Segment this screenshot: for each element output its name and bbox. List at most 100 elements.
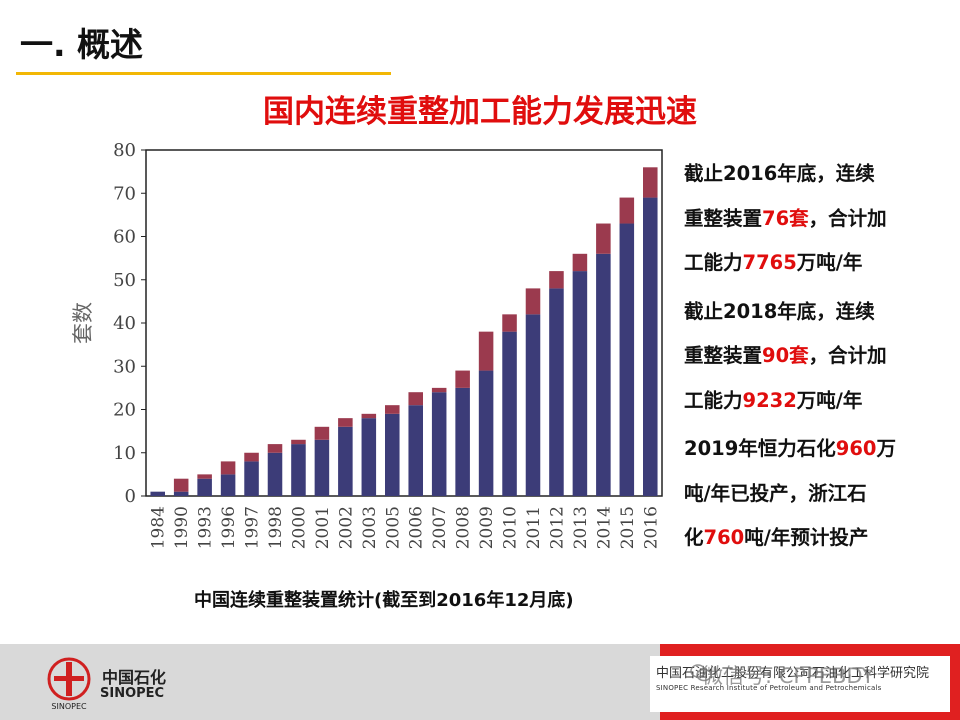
wechat-icon — [690, 664, 712, 682]
notes-panel: 截止2016年底，连续 重整装置76套，合计加 工能力7765万吨/年 截止20… — [684, 152, 952, 561]
bar-segment-top — [408, 392, 423, 406]
bar-segment-base — [455, 387, 470, 496]
x-tick-label: 1997 — [243, 506, 263, 549]
y-tick-label: 60 — [113, 227, 136, 248]
x-tick-label: 2013 — [571, 506, 591, 549]
bar-segment-top — [314, 426, 330, 440]
bar-segment-top — [361, 413, 377, 419]
bar-segment-base — [220, 474, 236, 496]
bar-segment-base — [619, 223, 635, 496]
bar-segment-base — [502, 331, 517, 496]
bar-segment-top — [267, 444, 283, 453]
institute-name-en: SINOPEC Research Institute of Petroleum … — [656, 684, 882, 692]
logo-text-cn: 中国石化 — [102, 668, 167, 687]
bar-segment-base — [150, 491, 165, 496]
y-axis-label: 套数 — [71, 302, 95, 344]
bar-segment-top — [455, 370, 470, 388]
note1-line1: 截止2016年底，连续 — [684, 162, 875, 185]
x-tick-label: 2011 — [524, 506, 544, 549]
chart-caption: 中国连续重整装置统计(截至到2016年12月底) — [194, 590, 574, 611]
bar-segment-base — [385, 413, 400, 496]
x-tick-label: 2008 — [454, 506, 474, 549]
note2-line3: 工能力9232万吨/年 — [684, 388, 863, 412]
bar-segment-top — [549, 271, 564, 289]
note2-line1: 截止2018年底，连续 — [684, 299, 875, 323]
y-tick-label: 40 — [113, 313, 136, 334]
note2-capacity: 9232 — [742, 388, 797, 412]
note3-line2: 吨/年已投产，浙江石 — [684, 481, 867, 505]
bar-segment-base — [525, 314, 541, 496]
y-tick-label: 10 — [113, 443, 136, 464]
x-tick-label: 2007 — [430, 506, 450, 549]
x-tick-label: 2016 — [641, 506, 661, 549]
y-tick-label: 0 — [125, 486, 136, 507]
bar-segment-top — [596, 223, 611, 254]
bar-segment-base — [244, 461, 259, 496]
bar-segment-base — [267, 452, 283, 496]
bar-segment-base — [361, 418, 377, 496]
bar-segment-top — [619, 197, 635, 224]
bar-segment-base — [408, 405, 423, 496]
x-tick-label: 2010 — [501, 506, 521, 549]
y-tick-label: 50 — [113, 270, 136, 291]
bar-segment-base — [173, 491, 189, 496]
y-tick-label: 20 — [113, 400, 136, 421]
y-tick-label: 70 — [113, 183, 136, 204]
x-tick-label: 1993 — [196, 506, 216, 549]
x-tick-label: 2000 — [289, 506, 309, 549]
bar-segment-base — [291, 444, 306, 496]
bar-segment-base — [596, 253, 611, 496]
x-tick-label: 1984 — [149, 506, 169, 549]
bar-segment-base — [431, 392, 447, 496]
x-tick-label: 2001 — [313, 506, 333, 549]
note2-line2: 重整装置90套，合计加 — [684, 344, 887, 367]
note1-count: 76套 — [762, 206, 809, 230]
bar-segment-top — [478, 331, 494, 371]
note1-capacity: 7765 — [742, 251, 797, 274]
note2-count: 90套 — [762, 344, 809, 367]
bar-segment-base — [643, 197, 658, 496]
x-tick-label: 2015 — [618, 506, 638, 549]
x-tick-label: 2012 — [547, 506, 567, 549]
logo-mark-text: SINOPEC — [51, 702, 87, 711]
bar-segment-top — [572, 253, 588, 272]
bar-segment-base — [314, 439, 330, 496]
slide-title: 国内连续重整加工能力发展迅速 — [263, 94, 697, 130]
bar-segment-top — [643, 167, 658, 198]
bar-segment-top — [173, 478, 189, 492]
sinopec-logo-icon: SINOPEC — [47, 657, 91, 711]
bar-segment-top — [244, 452, 259, 462]
x-tick-label: 2014 — [594, 506, 614, 549]
bar-segment-top — [525, 288, 541, 315]
bar-segment-base — [549, 288, 564, 496]
section-title: 一. 概述 — [20, 25, 144, 64]
bar-segment-base — [572, 271, 588, 496]
title-underline — [16, 72, 391, 75]
note3-hengli: 960 — [835, 437, 877, 460]
x-tick-label: 1998 — [266, 506, 286, 549]
x-tick-label: 2002 — [336, 506, 356, 549]
note3-line1: 2019年恒力石化960万 — [684, 437, 897, 460]
note3-line3: 化760吨/年预计投产 — [684, 526, 869, 549]
bar-segment-base — [338, 426, 353, 496]
note3-zhejiang: 760 — [703, 526, 745, 549]
x-tick-label: 2009 — [477, 506, 497, 549]
bar-segment-top — [220, 461, 236, 475]
bar-segment-base — [197, 478, 212, 496]
watermark-text: 微信号: CPPEBDY — [702, 664, 875, 688]
logo-text-en: SINOPEC — [100, 686, 165, 701]
bar-segment-top — [338, 418, 353, 427]
x-tick-label: 2005 — [383, 506, 403, 549]
bar-segment-top — [197, 474, 212, 479]
x-tick-label: 2003 — [360, 506, 380, 549]
bar-segment-top — [502, 314, 517, 332]
stacked-bar-chart: 0 10 20 30 40 50 60 70 80 套数 1984 1990 1993 1996 1997 1… — [71, 140, 663, 549]
bar-segment-top — [291, 439, 306, 445]
bar-segment-top — [385, 405, 400, 414]
note1-line3: 工能力7765万吨/年 — [684, 251, 863, 274]
x-tick-label: 1996 — [219, 506, 239, 549]
note1-line2: 重整装置76套，合计加 — [684, 206, 887, 230]
x-tick-label: 2006 — [407, 506, 427, 549]
y-tick-label: 80 — [113, 140, 136, 161]
x-tick-label: 1990 — [172, 506, 192, 549]
